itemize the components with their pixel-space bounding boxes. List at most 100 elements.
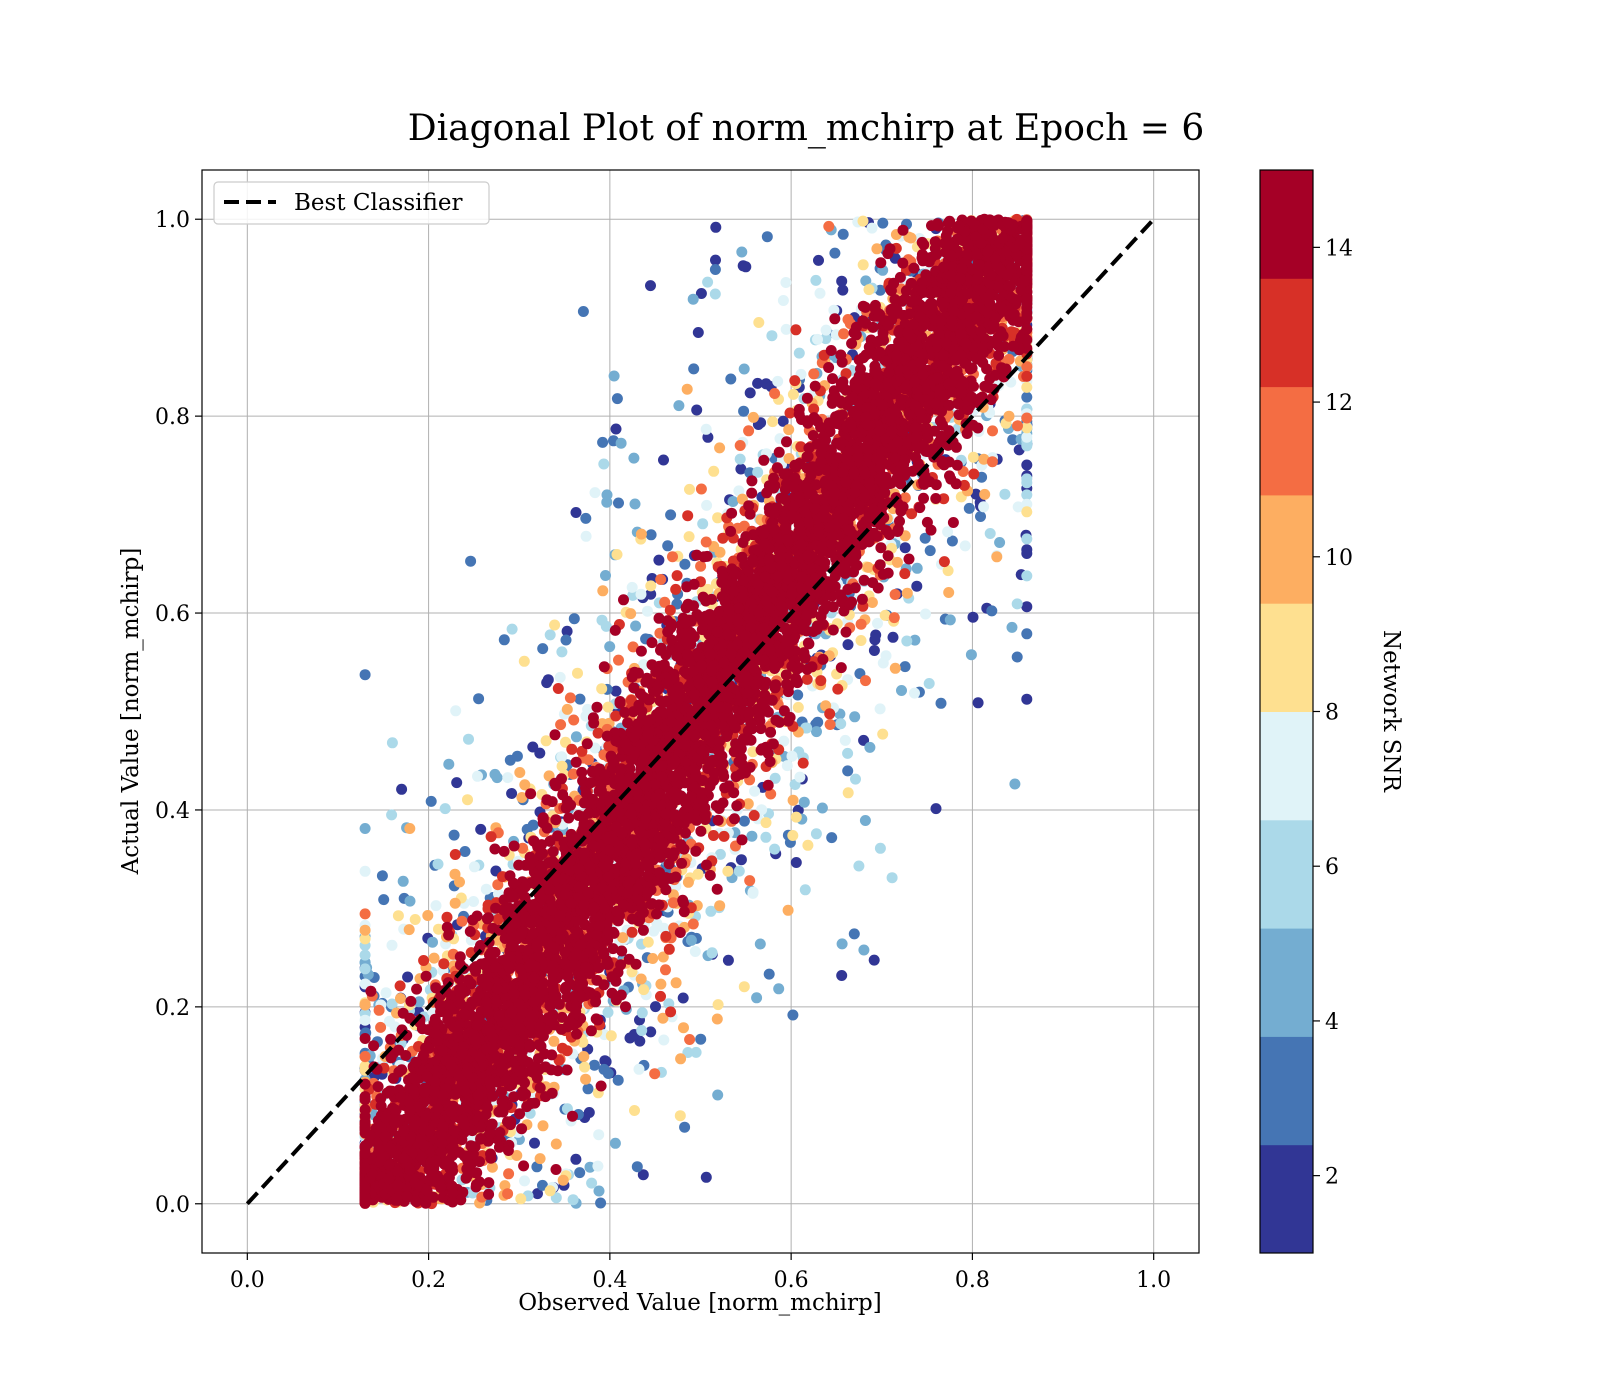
scatter-point <box>459 846 471 857</box>
scatter-point <box>673 400 685 412</box>
scatter-point <box>618 594 629 606</box>
scatter-point <box>747 886 759 898</box>
scatter-point <box>503 1168 515 1180</box>
scatter-point <box>777 415 789 427</box>
scatter-point <box>875 542 887 554</box>
scatter-point <box>506 623 518 635</box>
scatter-point <box>605 1030 617 1042</box>
scatter-point <box>769 388 781 399</box>
scatter-point <box>574 693 586 705</box>
scatter-point <box>790 811 802 823</box>
scatter-point <box>675 1053 687 1065</box>
scatter-point <box>1012 420 1023 432</box>
scatter-point <box>438 958 450 970</box>
scatter-point <box>1007 434 1019 446</box>
scatter-point <box>984 528 996 539</box>
scatter-point <box>697 518 709 530</box>
scatter-point <box>967 451 979 463</box>
scatter-point <box>635 973 647 985</box>
scatter-point <box>561 625 573 637</box>
scatter-point <box>842 639 854 651</box>
scatter-point <box>712 1089 724 1101</box>
scatter-point <box>649 1068 661 1080</box>
scatter-point <box>897 224 909 236</box>
scatter-point <box>722 865 734 877</box>
scatter-point <box>386 939 398 951</box>
scatter-point <box>708 465 720 477</box>
scatter-point <box>532 1188 543 1200</box>
scatter-point <box>650 1001 661 1013</box>
scatter-point <box>868 645 880 656</box>
scatter-point <box>839 734 851 746</box>
scatter-point <box>557 789 569 801</box>
scatter-point <box>658 454 669 466</box>
scatter-point <box>780 323 792 335</box>
scatter-point <box>820 333 832 345</box>
scatter-point <box>514 767 526 778</box>
scatter-point <box>836 275 848 287</box>
scatter-point <box>786 750 798 762</box>
scatter-point <box>593 1185 605 1197</box>
scatter-point <box>778 735 790 747</box>
scatter-point <box>609 1137 621 1149</box>
scatter-point <box>840 368 852 380</box>
scatter-point <box>859 815 871 826</box>
scatter-point <box>642 936 654 948</box>
scatter-point <box>570 731 582 743</box>
scatter-point <box>456 915 468 927</box>
scatter-point <box>919 532 931 544</box>
scatter-point <box>556 646 568 658</box>
scatter-point <box>380 987 392 999</box>
scatter-point <box>735 854 747 866</box>
scatter-point <box>794 771 806 783</box>
scatter-point <box>648 925 660 937</box>
scatter-point <box>682 876 694 888</box>
scatter-point <box>744 875 756 887</box>
scatter-point <box>958 479 970 491</box>
scatter-point <box>645 1026 657 1038</box>
scatter-point <box>714 442 726 454</box>
scatter-point <box>994 537 1006 548</box>
scatter-point <box>942 565 954 577</box>
scatter-point <box>443 758 455 770</box>
scatter-point <box>570 756 582 768</box>
scatter-point <box>537 1179 548 1191</box>
scatter-point <box>1021 440 1033 452</box>
scatter-point <box>756 804 768 816</box>
scatter-point <box>863 284 875 296</box>
scatter-point <box>695 288 707 299</box>
scatter-point <box>574 1167 586 1179</box>
scatter-point <box>610 710 622 722</box>
scatter-point <box>674 927 686 938</box>
scatter-point <box>1021 570 1033 582</box>
scatter-point <box>1009 778 1021 790</box>
scatter-point <box>425 795 437 807</box>
scatter-point <box>810 274 822 286</box>
scatter-point <box>866 597 878 608</box>
scatter-point <box>747 411 759 423</box>
scatter-point <box>782 904 794 916</box>
scatter-point <box>823 220 835 232</box>
scatter-point <box>359 908 371 920</box>
scatter-point <box>663 858 675 870</box>
scatter-point <box>811 726 822 738</box>
scatter-point <box>814 287 826 299</box>
scatter-point <box>373 1004 385 1016</box>
scatter-point <box>612 1074 624 1086</box>
scatter-point <box>734 453 746 465</box>
scatter-point <box>554 671 566 683</box>
scatter-point <box>665 1006 677 1018</box>
scatter-point <box>683 531 695 543</box>
scatter-point <box>943 587 955 598</box>
scatter-point <box>820 324 832 336</box>
scatter-point <box>738 981 750 993</box>
scatter-point <box>586 1177 598 1189</box>
scatter-point <box>738 363 750 375</box>
scatter-point <box>608 370 620 382</box>
scatter-point <box>978 453 990 465</box>
scatter-point <box>600 620 612 632</box>
scatter-point <box>540 735 552 747</box>
scatter-point <box>858 944 870 956</box>
scatter-point <box>602 1006 614 1018</box>
